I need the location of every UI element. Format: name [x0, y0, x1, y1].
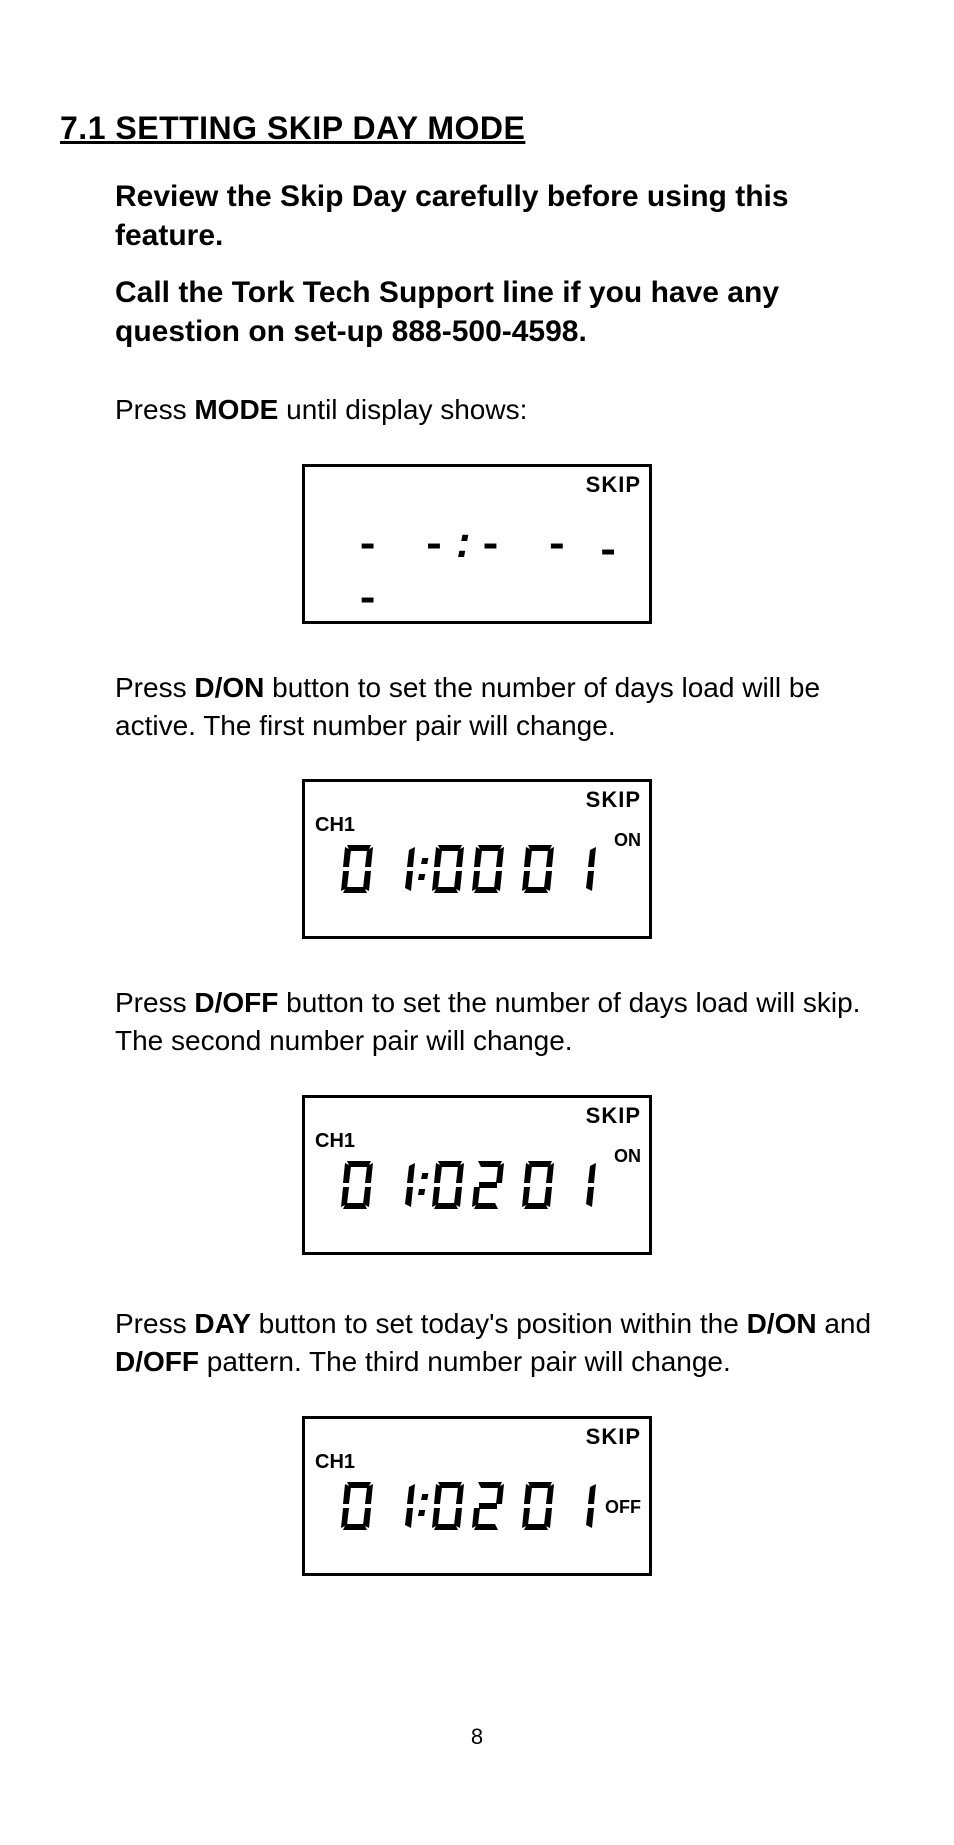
lcd-display-4: SKIP CH1 OFF : — [302, 1416, 652, 1576]
skip-label: SKIP — [586, 787, 641, 813]
lcd-dashes: - -:- -- - — [355, 522, 649, 618]
seven-seg-digits: : — [340, 1481, 597, 1531]
skip-label: SKIP — [586, 472, 641, 498]
skip-label: SKIP — [586, 1424, 641, 1450]
don-button-label-2: D/ON — [747, 1308, 817, 1339]
section-name: SETTING SKIP DAY MODE — [115, 110, 525, 146]
seven-seg-digits: : — [340, 1160, 597, 1210]
instruction-2: Press D/ON button to set the number of d… — [115, 669, 894, 745]
lcd-display-1: SKIP - -:- -- - — [302, 464, 652, 624]
intro-block: Review the Skip Day carefully before usi… — [115, 177, 894, 351]
intro-line-1: Review the Skip Day carefully before usi… — [115, 177, 894, 255]
lcd-display-3: SKIP CH1 ON : — [302, 1095, 652, 1255]
instruction-1: Press MODE until display shows: — [115, 391, 894, 429]
on-label: ON — [614, 830, 641, 851]
off-label: OFF — [605, 1497, 641, 1518]
intro-line-2: Call the Tork Tech Support line if you h… — [115, 273, 894, 351]
seven-seg-digits: : — [340, 844, 597, 894]
doff-button-label: D/OFF — [194, 987, 278, 1018]
lcd-display-2: SKIP CH1 ON : — [302, 779, 652, 939]
instruction-3: Press D/OFF button to set the number of … — [115, 984, 894, 1060]
don-button-label: D/ON — [194, 672, 264, 703]
doff-button-label-2: D/OFF — [115, 1346, 199, 1377]
on-label: ON — [614, 1146, 641, 1167]
ch-label: CH1 — [315, 1451, 355, 1474]
skip-label: SKIP — [586, 1103, 641, 1129]
section-title: 7.1 SETTING SKIP DAY MODE — [60, 110, 894, 147]
page-number: 8 — [0, 1724, 954, 1750]
ch-label: CH1 — [315, 814, 355, 837]
mode-button-label: MODE — [194, 394, 278, 425]
day-button-label: DAY — [194, 1308, 251, 1339]
ch-label: CH1 — [315, 1130, 355, 1153]
section-number: 7.1 — [60, 110, 106, 146]
instruction-4: Press DAY button to set today's position… — [115, 1305, 894, 1381]
